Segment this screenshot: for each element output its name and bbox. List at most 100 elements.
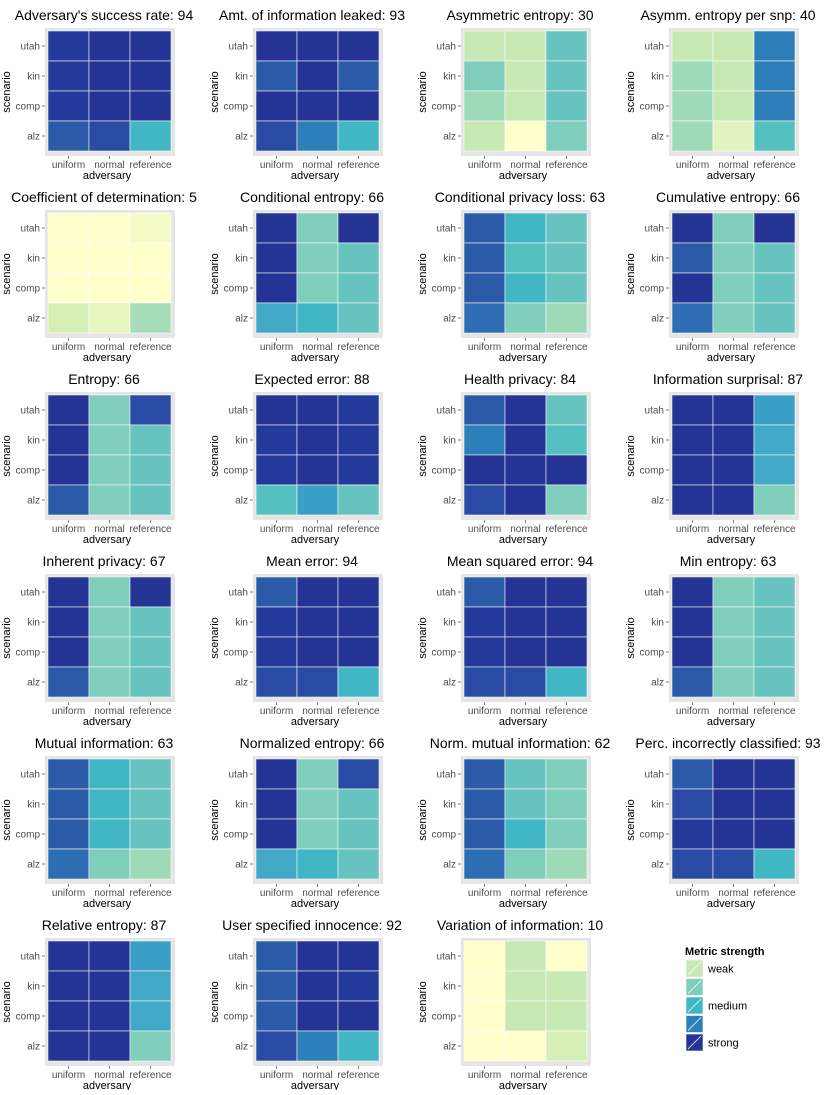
chart-11-cell-alz-normal [504,484,547,516]
chart-18-xlabel: adversary [291,898,340,910]
chart-1-cell-comp-reference [129,90,172,122]
chart-4-cell-alz-reference [753,120,796,152]
chart-17-cell-comp-normal [88,818,131,850]
chart-8-cell-comp-reference [753,272,796,304]
chart-3-cell-alz-reference [545,120,588,152]
chart-18-title: Normalized entropy: 66 [240,735,385,751]
chart-11-ytick-comp: comp [432,466,457,477]
chart-3-ytick-comp: comp [432,102,457,113]
chart-19-cell-alz-uniform [463,848,506,880]
chart-22-cell-comp-reference [337,1000,380,1032]
chart-8-ytick-kin: kin [651,254,664,265]
chart-10-cell-utah-uniform [255,394,298,426]
chart-17-xtick-uniform: uniform [52,888,85,899]
chart-10-xtick-uniform: uniform [260,524,293,535]
chart-21-ytick-alz: alz [27,1042,40,1053]
chart-14-cell-utah-uniform [255,576,298,608]
chart-22-ylabel: scenario [209,981,221,1023]
chart-22-cell-comp-uniform [255,1000,298,1032]
chart-21-xtick-reference: reference [129,1070,172,1081]
chart-5-cell-kin-normal [88,242,131,274]
chart-11-cell-utah-uniform [463,394,506,426]
chart-14-xlabel: adversary [291,716,340,728]
chart-12-cell-alz-uniform [671,484,714,516]
chart-22-xtick-normal: normal [302,1070,333,1081]
chart-7-ytick-comp: comp [432,284,457,295]
chart-13-title: Inherent privacy: 67 [43,553,166,569]
chart-17-cell-kin-reference [129,788,172,820]
chart-8-xtick-reference: reference [753,342,796,353]
chart-8-cell-utah-normal [712,212,755,244]
chart-10-ytick-comp: comp [224,466,249,477]
chart-19-cell-kin-normal [504,788,547,820]
chart-4-cell-utah-uniform [671,30,714,62]
chart-14-cell-utah-reference [337,576,380,608]
chart-20-cell-alz-reference [753,848,796,880]
chart-3-ytick-utah: utah [437,42,456,53]
chart-1-xtick-uniform: uniform [52,160,85,171]
chart-20-cell-kin-reference [753,788,796,820]
chart-5-cell-comp-uniform [47,272,90,304]
chart-2-xtick-uniform: uniform [260,160,293,171]
chart-13-xtick-normal: normal [94,706,125,717]
chart-20-cell-alz-uniform [671,848,714,880]
chart-16-ytick-alz: alz [651,678,664,689]
chart-22-cell-utah-normal [296,940,339,972]
chart-7-cell-alz-normal [504,302,547,334]
chart-19-cell-comp-reference [545,818,588,850]
chart-15-cell-kin-reference [545,606,588,638]
chart-1-cell-kin-uniform [47,60,90,92]
chart-5-xtick-uniform: uniform [52,342,85,353]
chart-13-xtick-reference: reference [129,706,172,717]
chart-6-cell-alz-uniform [255,302,298,334]
chart-10-ytick-utah: utah [229,406,248,417]
chart-23-cell-utah-reference [545,940,588,972]
chart-5-cell-utah-uniform [47,212,90,244]
chart-9-cell-kin-uniform [47,424,90,456]
legend-key-1-stroke [687,961,702,976]
chart-8-cell-kin-normal [712,242,755,274]
chart-19-cell-comp-normal [504,818,547,850]
chart-7-cell-kin-uniform [463,242,506,274]
chart-21-ytick-utah: utah [21,952,40,963]
chart-10-title: Expected error: 88 [254,371,369,387]
chart-21-title: Relative entropy: 87 [42,917,167,933]
chart-19-ytick-alz: alz [443,860,456,871]
chart-5-ytick-utah: utah [21,224,40,235]
chart-22-cell-utah-reference [337,940,380,972]
chart-18-ytick-kin: kin [235,800,248,811]
chart-16-cell-comp-uniform [671,636,714,668]
chart-13-cell-comp-uniform [47,636,90,668]
chart-2-xlabel: adversary [291,170,340,182]
chart-6-cell-kin-normal [296,242,339,274]
chart-16-xtick-uniform: uniform [676,706,709,717]
chart-20-ytick-utah: utah [645,770,664,781]
chart-8-xtick-uniform: uniform [676,342,709,353]
chart-3-xtick-uniform: uniform [468,160,501,171]
chart-22-cell-kin-uniform [255,970,298,1002]
chart-17-title: Mutual information: 63 [35,735,174,751]
chart-6-cell-alz-reference [337,302,380,334]
chart-8-cell-utah-uniform [671,212,714,244]
chart-2-xtick-reference: reference [337,160,380,171]
chart-8-cell-kin-reference [753,242,796,274]
chart-5-xtick-reference: reference [129,342,172,353]
chart-9-cell-comp-reference [129,454,172,486]
chart-12-ytick-alz: alz [651,496,664,507]
chart-7-xtick-reference: reference [545,342,588,353]
chart-2-cell-alz-reference [337,120,380,152]
chart-23-ylabel: scenario [417,981,429,1023]
chart-14-cell-kin-normal [296,606,339,638]
chart-8-ylabel: scenario [625,253,637,295]
chart-9-xtick-normal: normal [94,524,125,535]
chart-4-cell-comp-uniform [671,90,714,122]
chart-15-cell-kin-normal [504,606,547,638]
chart-5-xlabel: adversary [83,352,132,364]
chart-22-ytick-alz: alz [235,1042,248,1053]
chart-9-cell-utah-reference [129,394,172,426]
chart-9-cell-alz-reference [129,484,172,516]
chart-7-ytick-kin: kin [443,254,456,265]
chart-5-ytick-comp: comp [16,284,41,295]
chart-9-cell-alz-normal [88,484,131,516]
